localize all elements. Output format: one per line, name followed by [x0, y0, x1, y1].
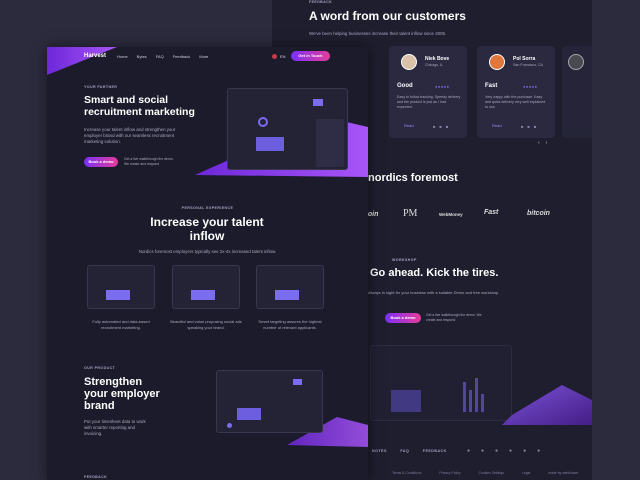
chart-area: [237, 408, 261, 420]
feature-mock: [172, 265, 240, 309]
chart-area: [106, 290, 130, 300]
footer-links: NOTES FAQ FEEDBACK: [372, 449, 447, 453]
eyebrow: FEEDBACK: [309, 0, 333, 4]
avatar: [401, 54, 417, 70]
logo: WebMoney: [439, 212, 463, 217]
cta-button[interactable]: Book a demo: [385, 313, 421, 323]
avatar: [489, 54, 505, 70]
chart-bar: [481, 394, 484, 412]
stars: ●●●●●: [523, 84, 538, 89]
chart-area: [191, 290, 215, 300]
review-card: Pol Sorra San Francisco, CA ●●●●● Fast V…: [477, 46, 555, 138]
legal-link[interactable]: Legal: [521, 471, 531, 475]
social-icons: ■■■: [521, 124, 541, 129]
hero-button[interactable]: Book a demo: [84, 157, 118, 167]
reviewer-name: Niek Bove: [425, 56, 450, 62]
eyebrow: YOUR PARTNER: [84, 85, 118, 89]
product-title: Strengthen your employer brand: [84, 376, 160, 412]
logo: PM: [403, 208, 418, 219]
feature-text: Beautiful and value proposing social ads…: [170, 319, 242, 330]
dashboard-mock: [370, 345, 512, 421]
social-icons: ■■■: [433, 124, 453, 129]
hero-text: Increase your talent inflow and strength…: [84, 127, 176, 144]
chart-tile: [313, 99, 323, 106]
chart-area: [256, 137, 284, 151]
product-text: Put your timesheet data to work with sma…: [84, 419, 146, 436]
logo: Fast: [484, 209, 499, 216]
phone-panel: [316, 119, 344, 167]
footer-link[interactable]: FAQ: [400, 449, 410, 453]
front-page: Harvest Home Bytes FAQ Feedback More EN …: [47, 47, 368, 480]
language[interactable]: EN: [280, 54, 286, 59]
chart-bar: [469, 390, 472, 412]
chart-bar: [475, 378, 478, 412]
feature-text: Fully automated and data-based recruitme…: [92, 319, 150, 330]
review-card: Niek Bove Chicago, IL ●●●●● Good Easy to…: [389, 46, 467, 138]
brand[interactable]: Harvest: [84, 53, 107, 59]
dashboard-mock: [216, 370, 323, 433]
nav: Home Bytes FAQ Feedback More: [117, 54, 208, 59]
eyebrow: FEEDBACK: [84, 475, 108, 479]
eyebrow: OUR PRODUCT: [84, 366, 116, 370]
social-icons: ●●●●●●: [467, 448, 552, 454]
hero-title: Smart and social recruitment marketing: [84, 94, 195, 118]
cta-title: Go ahead. Kick the tires.: [370, 267, 499, 279]
cta-text: Always in sight for your business with a…: [368, 290, 500, 295]
carousel-arrows[interactable]: ‹›: [538, 140, 554, 146]
review-text: Very happy with the purchase. Easy and q…: [485, 95, 546, 109]
eyebrow: WORKSHOP: [392, 258, 417, 262]
decor-shape: [502, 385, 592, 425]
legal-link[interactable]: Terms & Conditions: [392, 471, 422, 475]
logos-title: nordics foremost: [368, 172, 458, 184]
review-headline: Fast: [485, 83, 498, 89]
chart-area: [391, 390, 421, 412]
feature-mock: [256, 265, 324, 309]
read-link[interactable]: Read: [492, 123, 502, 128]
flag: [272, 54, 277, 59]
footer-link[interactable]: FEEDBACK: [422, 449, 447, 453]
talent-title: Increase your talent inflow: [150, 215, 264, 243]
eyebrow: PERSONAL EXPERIENCE: [181, 206, 234, 210]
chart-ring: [258, 117, 268, 127]
decor-shape: [287, 417, 368, 447]
section-title: A word from our customers: [309, 9, 466, 23]
feature-mock: [87, 265, 155, 309]
read-link[interactable]: Read: [404, 123, 414, 128]
chart-dot: [227, 423, 232, 428]
logo: coin: [364, 211, 379, 218]
avatar: [568, 54, 584, 70]
review-headline: Good: [397, 83, 413, 89]
reviewer-location: Chicago, IL: [425, 63, 444, 67]
credit: made by webkinsee: [548, 471, 579, 475]
decor-shape: [47, 47, 117, 75]
nav-item[interactable]: Feedback: [172, 54, 191, 59]
chart-tile: [293, 379, 302, 385]
nav-button[interactable]: Get in Touch: [291, 51, 330, 61]
feature-text: Smart targeting assures the highest numb…: [258, 319, 322, 330]
stars: ●●●●●: [435, 84, 450, 89]
review-card: [562, 46, 592, 138]
chart-area: [275, 290, 299, 300]
logo: bitcoin: [527, 210, 550, 217]
dashboard-mock: [227, 88, 348, 170]
nav-item[interactable]: Home: [117, 54, 128, 59]
review-text: Easy to follow tracking. Speedy delivery…: [397, 95, 461, 109]
reviewer-name: Pol Sorra: [513, 56, 536, 62]
hero-note: Get a live walkthrough the demo. We crea…: [124, 157, 174, 166]
legal-link[interactable]: Cookies Settings: [478, 471, 504, 475]
chart-bar: [463, 382, 466, 412]
nav-item[interactable]: FAQ: [155, 54, 164, 59]
cta-note: Get a live walkthrough the demo. We crea…: [426, 313, 482, 322]
nav-item[interactable]: More: [199, 54, 209, 59]
legal-link[interactable]: Privacy Policy: [439, 471, 461, 475]
section-subtitle: We've been helping businesses increase t…: [309, 31, 447, 36]
reviewer-location: San Francisco, CA: [513, 63, 543, 67]
talent-subtitle: Nordics foremost employers typically see…: [138, 249, 277, 254]
nav-item[interactable]: Bytes: [136, 54, 147, 59]
footer-link[interactable]: NOTES: [372, 449, 387, 453]
footer-legal: Terms & Conditions Privacy Policy Cookie…: [392, 471, 578, 475]
